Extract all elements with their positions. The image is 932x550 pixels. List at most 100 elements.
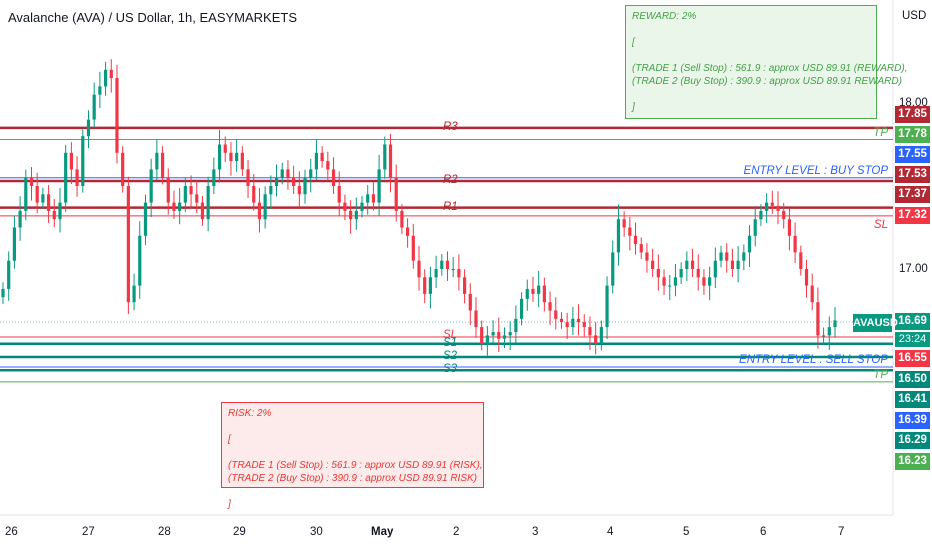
candle-body [554, 310, 558, 319]
candle-body [286, 169, 290, 178]
candle-body [605, 285, 609, 328]
candle-body [810, 285, 814, 303]
reward-note-line: ] [632, 102, 635, 113]
level-label: R2 [443, 174, 458, 187]
candle-body [337, 186, 341, 203]
level-label: TP [873, 126, 888, 139]
candle-body [816, 302, 820, 336]
candle-body [121, 152, 125, 186]
candle-body [759, 210, 763, 220]
level-label: S2 [443, 349, 458, 362]
candle-body [343, 202, 347, 211]
candle-body [75, 169, 79, 186]
candle-body [651, 260, 655, 269]
candle-body [297, 186, 301, 195]
x-tick-label: 29 [233, 526, 246, 538]
y-tick-label: 17.00 [899, 263, 928, 275]
candle-body [747, 235, 752, 253]
level-label: R1 [443, 200, 458, 213]
candle-body [497, 332, 501, 339]
bar-countdown: 23:24 [895, 332, 930, 347]
candle-body [320, 152, 324, 162]
candles [1, 59, 837, 356]
candle-body [639, 244, 643, 253]
candle-body [263, 194, 267, 220]
candle-body [326, 161, 330, 170]
candle-body [406, 227, 410, 236]
price-tag: 16.55 [895, 350, 930, 367]
candle-body [303, 177, 307, 195]
candle-body [314, 152, 319, 170]
candle-body [611, 252, 615, 286]
candle-body [360, 202, 364, 211]
candle-body [178, 202, 182, 211]
price-tag: 16.23 [895, 453, 930, 470]
risk-note-line: [ [228, 434, 231, 445]
candle-body [92, 94, 96, 120]
candle-body [223, 144, 227, 153]
candle-body [394, 177, 398, 211]
candle-body [508, 332, 512, 336]
candle-body [12, 227, 16, 261]
candle-body [235, 152, 239, 162]
candle-body [833, 320, 837, 328]
candle-body [331, 169, 336, 186]
candle-body [58, 202, 62, 220]
candle-body [725, 252, 729, 261]
candle-body [41, 194, 45, 203]
candle-body [685, 260, 689, 269]
candle-body [673, 277, 678, 286]
level-lines [0, 126, 893, 383]
level-label: ENTRY LEVEL : BUY STOP [743, 164, 888, 177]
candle-body [189, 186, 193, 195]
candle-body [736, 260, 740, 269]
x-tick-label: 26 [5, 526, 18, 538]
candle-body [565, 322, 569, 328]
candle-body [309, 169, 313, 178]
candle-body [696, 269, 700, 278]
risk-note[interactable]: RISK: 2% [ (TRADE 1 (Sell Stop) : 561.9 … [221, 402, 484, 510]
candle-body [822, 335, 826, 337]
candle-body [417, 260, 421, 278]
reward-note[interactable]: REWARD: 2% [ (TRADE 1 (Sell Stop) : 561.… [625, 5, 907, 119]
candle-body [457, 269, 461, 278]
risk-note-line: (TRADE 1 (Sell Stop) : 561.9 : approx US… [228, 460, 483, 471]
level-label: S3 [443, 363, 458, 376]
x-tick-label: 30 [310, 526, 323, 538]
candle-body [782, 210, 786, 220]
candle-body [519, 298, 524, 319]
price-tag: 17.55 [895, 146, 930, 163]
candle-body [86, 119, 91, 137]
candle-body [366, 194, 370, 203]
candle-body [576, 318, 581, 323]
candle-body [628, 227, 632, 236]
candle-body [115, 78, 119, 153]
price-tag: 17.53 [895, 166, 930, 183]
price-tag: 16.39 [895, 412, 930, 429]
candle-body [702, 277, 706, 286]
candle-body [200, 202, 205, 220]
chart-title: Avalanche (AVA) / US Dollar, 1h, EASYMAR… [8, 10, 298, 25]
candle-body [411, 235, 415, 261]
level-label: SL [443, 329, 458, 342]
candle-body [468, 293, 472, 311]
candle-body [571, 318, 575, 328]
candle-body [514, 318, 518, 333]
candle-body [29, 177, 34, 186]
x-tick-label: 4 [607, 526, 614, 538]
level-label: S1 [443, 336, 458, 349]
candle-body [257, 202, 262, 220]
price-tag: 16.69 [895, 313, 930, 330]
candle-body [474, 310, 478, 328]
candle-body [451, 269, 455, 270]
x-tick-label: 2 [453, 526, 460, 538]
level-label: SL [873, 218, 888, 231]
candle-body [246, 169, 250, 186]
currency-label[interactable]: USD [902, 10, 927, 22]
candle-body [656, 269, 660, 278]
candle-body [252, 186, 256, 203]
candle-body [69, 152, 73, 170]
candle-body [7, 260, 11, 289]
